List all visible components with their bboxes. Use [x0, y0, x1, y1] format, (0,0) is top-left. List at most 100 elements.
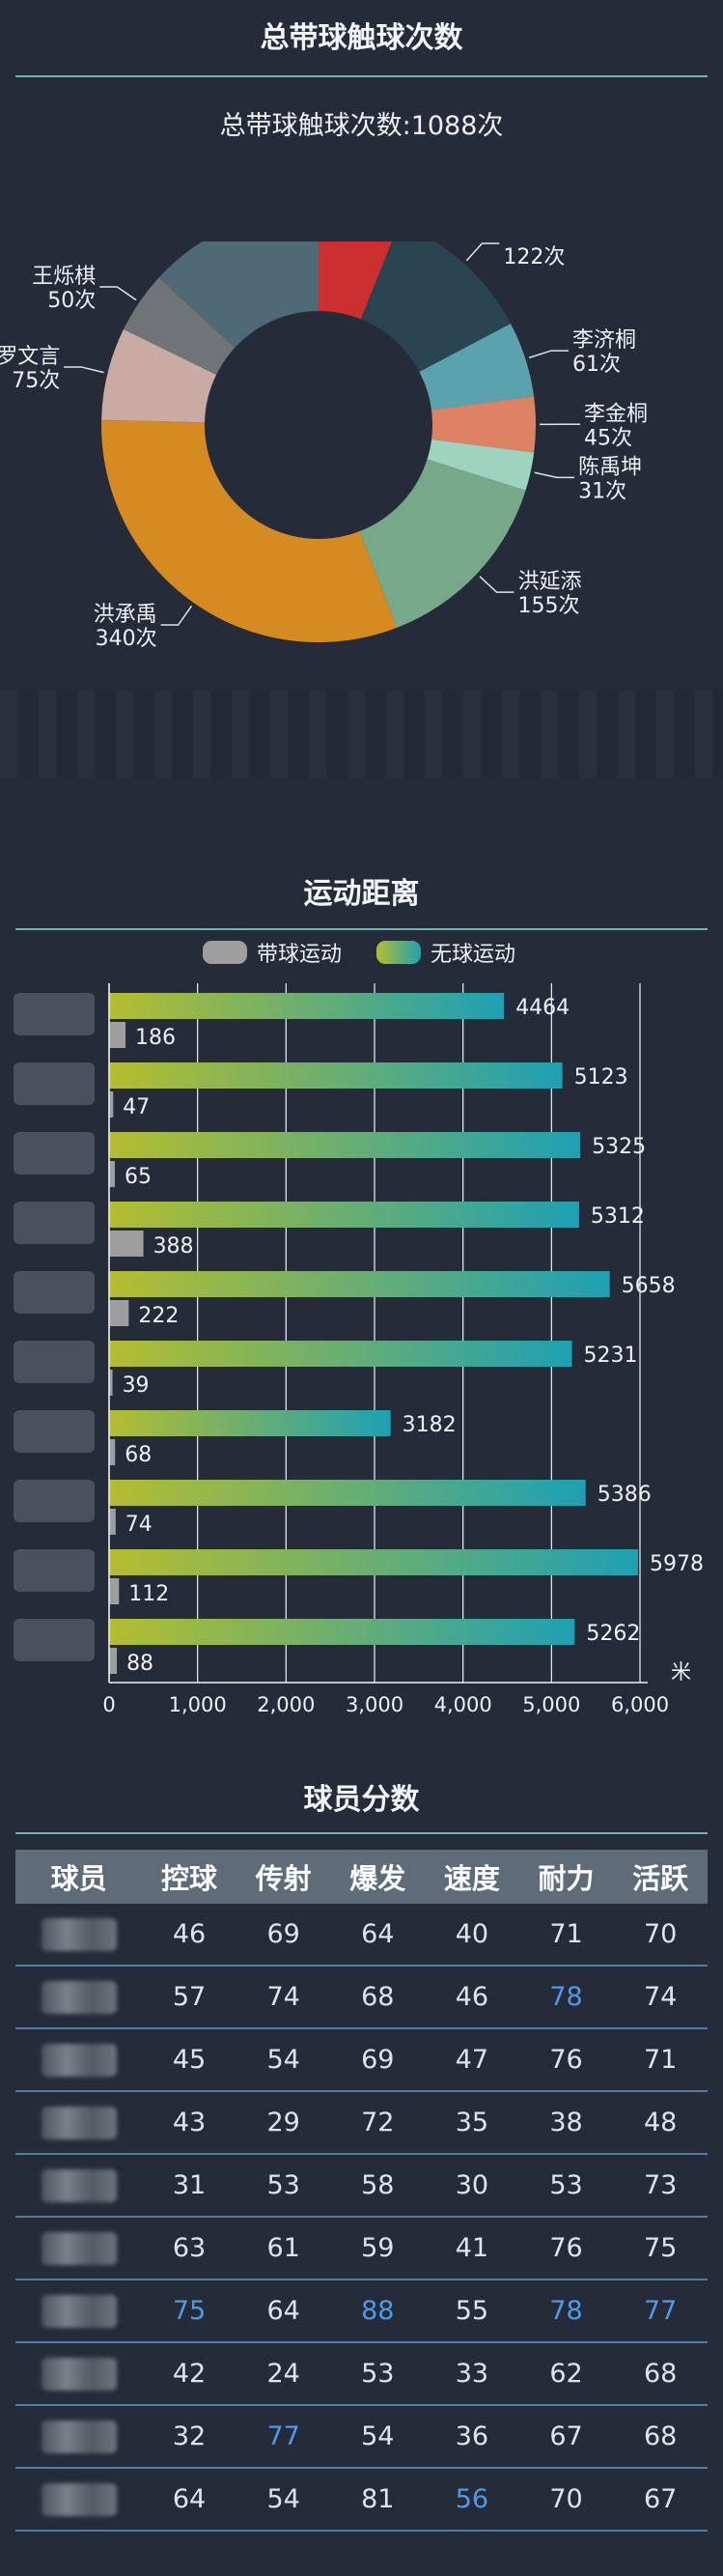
score-cell: 78 — [518, 1966, 614, 2029]
blurred-band — [0, 691, 723, 778]
score-cell: 33 — [425, 2342, 519, 2406]
score-cell: 70 — [518, 2468, 614, 2532]
table-row: 45 54 69 47 76 71 — [15, 2028, 708, 2092]
score-cell: 32 — [142, 2405, 236, 2469]
score-cell: 74 — [613, 1966, 708, 2029]
legend-swatch — [203, 941, 247, 964]
table-row: 64 54 81 56 70 67 — [15, 2468, 708, 2532]
player-name-cell — [15, 2154, 143, 2218]
bar-value-label: 3182 — [403, 1413, 457, 1437]
score-cell: 59 — [330, 2217, 426, 2280]
bar-value-label: 4464 — [515, 996, 570, 1020]
score-cell: 43 — [142, 2091, 236, 2155]
score-cell: 36 — [425, 2405, 519, 2469]
pie-slice-label: 李金桐 — [584, 402, 648, 426]
table-row: 42 24 53 33 62 68 — [15, 2342, 708, 2406]
score-cell: 81 — [330, 2468, 426, 2532]
score-cell: 70 — [613, 1904, 708, 1967]
pie-slice — [419, 324, 535, 410]
bar-value-label: 88 — [126, 1652, 153, 1676]
score-cell: 46 — [425, 1966, 519, 2029]
section-divider — [15, 75, 708, 77]
score-table: 球员 控球 传射 爆发 速度 耐力 活跃 46 69 64 40 71 70 57 74 68 46 78 74 4… — [15, 1850, 708, 2532]
bar-dribble-run — [109, 1300, 129, 1326]
score-cell: 63 — [142, 2217, 236, 2280]
pie-slice — [124, 277, 236, 376]
blurred-player-name — [14, 1341, 95, 1383]
column-header: 速度 — [425, 1850, 519, 1904]
pie-slice-value: 50次 — [47, 289, 96, 313]
score-cell: 41 — [425, 2217, 519, 2280]
bar-value-label: 65 — [125, 1165, 152, 1189]
table-row: 43 29 72 35 38 48 — [15, 2091, 708, 2155]
bar-dribble-run — [109, 1161, 115, 1187]
score-cell: 54 — [330, 2405, 426, 2469]
pie-slice — [431, 396, 536, 453]
score-cell: 31 — [142, 2154, 236, 2218]
score-cell: 29 — [236, 2091, 331, 2155]
bar-value-label: 5658 — [622, 1274, 676, 1298]
bar-value-label: 5231 — [584, 1344, 638, 1368]
score-cell: 47 — [425, 2028, 519, 2092]
player-name-cell — [15, 2468, 143, 2532]
bar-no-ball-run — [109, 1132, 581, 1158]
legend-label: 无球运动 — [431, 943, 515, 967]
bar-dribble-run — [109, 1648, 118, 1674]
score-cell: 78 — [518, 2279, 614, 2343]
column-header: 传射 — [236, 1850, 331, 1904]
score-cell: 38 — [518, 2091, 614, 2155]
bar-no-ball-run — [109, 1619, 575, 1645]
distance-section-title: 运动距离 — [303, 877, 420, 911]
pie-slice-label: 洪承禹 — [94, 603, 157, 627]
pie-slice — [319, 241, 393, 320]
score-cell: 53 — [518, 2154, 614, 2218]
bar-dribble-run — [109, 1022, 126, 1048]
score-cell: 61 — [236, 2217, 331, 2280]
blurred-player-name — [41, 2231, 117, 2265]
bar-value-label: 5312 — [591, 1204, 645, 1229]
bar-no-ball-run — [109, 1062, 563, 1089]
table-row: 75 64 88 55 78 77 — [15, 2279, 708, 2343]
score-cell: 69 — [236, 1904, 331, 1967]
pie-leader-line — [534, 471, 575, 479]
blurred-player-name — [41, 2420, 117, 2453]
distance-bar-chart: 带球运动 无球运动 0 1,000 2,000 3,000 4,000 5,000 6,000米… — [14, 941, 704, 1716]
pie-slice — [427, 439, 535, 491]
score-cell: 72 — [330, 2091, 426, 2155]
pie-slice-value: 61次 — [572, 353, 621, 377]
section-divider — [15, 1832, 708, 1834]
blurred-player-name — [14, 993, 95, 1035]
section-divider — [15, 928, 708, 930]
score-table-header: 球员 控球 传射 爆发 速度 耐力 活跃 — [15, 1850, 708, 1904]
pie-slice-label: 李济桐 — [572, 328, 636, 353]
bar-value-label: 5978 — [650, 1552, 704, 1576]
blurred-player-name — [41, 2294, 117, 2328]
score-cell: 77 — [613, 2279, 708, 2343]
blurred-player-name — [41, 2043, 117, 2077]
player-name-cell — [15, 1904, 143, 1967]
score-cell: 62 — [518, 2342, 614, 2406]
x-tick-label: 2,000 — [257, 1693, 315, 1716]
score-cell: 64 — [142, 2468, 236, 2532]
player-name-cell — [15, 1966, 143, 2029]
player-name-cell — [15, 2091, 143, 2155]
x-tick-label: 0 — [102, 1693, 115, 1716]
table-row: 63 61 59 41 76 75 — [15, 2217, 708, 2280]
table-row: 32 77 54 36 67 68 — [15, 2405, 708, 2469]
score-cell: 88 — [330, 2279, 426, 2343]
bar-value-label: 388 — [153, 1234, 194, 1259]
bar-no-ball-run — [109, 1410, 391, 1436]
table-row: 31 53 58 30 53 73 — [15, 2154, 708, 2218]
score-cell: 24 — [236, 2342, 331, 2406]
pie-slice-label: 陈禹坤 — [578, 455, 642, 479]
bar-value-label: 68 — [125, 1443, 152, 1467]
bar-value-label: 5325 — [592, 1135, 646, 1159]
player-name-cell — [15, 2028, 143, 2092]
bar-value-label: 222 — [138, 1304, 179, 1328]
score-cell: 48 — [613, 2091, 708, 2155]
x-tick-label: 5,000 — [522, 1693, 580, 1716]
pie-slice-label: 施泓辰 — [503, 241, 567, 245]
score-cell: 77 — [236, 2405, 331, 2469]
bar-value-label: 186 — [135, 1026, 176, 1050]
pie-slice — [158, 241, 319, 349]
